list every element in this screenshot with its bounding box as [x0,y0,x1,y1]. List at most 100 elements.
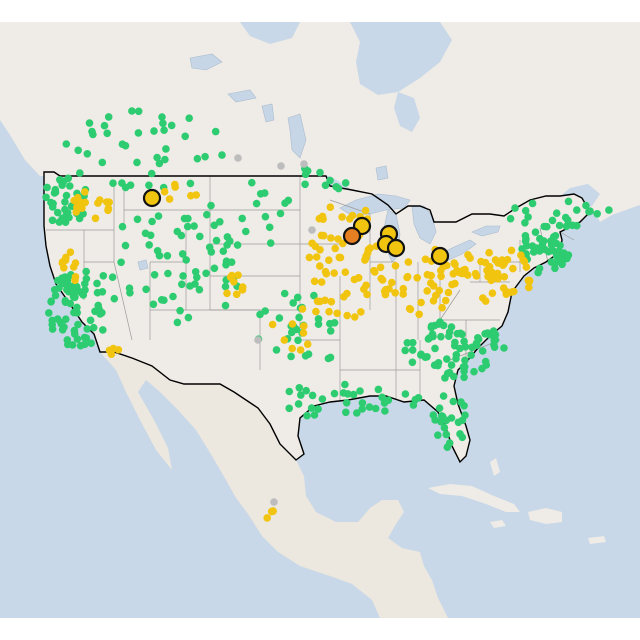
station-marker-yellow[interactable] [494,274,502,282]
station-marker-green[interactable] [238,214,246,223]
station-marker-yellow[interactable] [238,283,247,291]
station-marker-green[interactable] [582,201,590,210]
station-marker-green[interactable] [401,390,410,398]
station-marker-green[interactable] [248,178,256,187]
station-marker-green[interactable] [82,267,90,276]
station-marker-green[interactable] [342,408,350,417]
station-marker-green[interactable] [456,430,464,438]
station-marker-green[interactable] [99,272,108,280]
station-marker-yellow[interactable] [71,273,80,281]
station-marker-green[interactable] [470,367,478,376]
station-marker-green[interactable] [109,179,117,187]
station-marker-yellow[interactable] [269,507,277,515]
station-marker-green[interactable] [276,209,285,218]
station-marker-green[interactable] [56,176,65,185]
station-marker-green[interactable] [326,327,335,335]
station-marker-green[interactable] [482,361,491,369]
station-marker-green[interactable] [118,140,127,148]
station-marker-green[interactable] [308,391,317,400]
station-marker-green[interactable] [48,216,57,225]
station-marker-green[interactable] [506,214,515,223]
station-marker-yellow[interactable] [432,291,440,300]
station-marker-green[interactable] [365,403,374,411]
station-marker-green[interactable] [222,261,230,269]
station-marker-green[interactable] [117,258,125,267]
station-marker-green[interactable] [458,330,466,339]
station-marker-green[interactable] [284,196,293,205]
station-marker-green[interactable] [233,241,242,249]
station-marker-green[interactable] [428,330,437,339]
station-marker-green[interactable] [153,153,161,162]
station-marker-yellow[interactable] [223,289,231,298]
station-marker-green[interactable] [173,318,182,327]
station-marker-yellow[interactable] [357,308,365,316]
station-marker-yellow[interactable] [325,307,333,316]
station-marker-green[interactable] [332,183,341,191]
station-marker-green[interactable] [211,127,220,136]
station-marker-green[interactable] [42,193,50,202]
station-marker-green[interactable] [467,351,476,360]
station-marker-green[interactable] [134,129,143,137]
station-marker-yellow[interactable] [62,253,70,262]
station-marker-green[interactable] [556,241,564,250]
station-marker-green[interactable] [358,399,367,407]
station-marker-green[interactable] [99,326,107,334]
station-marker-yellow[interactable] [509,264,517,273]
station-marker-green[interactable] [353,409,361,417]
station-marker-green[interactable] [330,389,339,398]
station-marker-yellow[interactable] [232,290,241,299]
station-marker-yellow[interactable] [421,255,430,264]
station-marker-green[interactable] [301,180,309,189]
station-marker-green[interactable] [401,346,410,355]
station-marker-green[interactable] [154,212,163,220]
station-marker-green[interactable] [461,356,469,365]
station-marker-green[interactable] [155,251,164,260]
station-marker-yellow[interactable] [366,244,375,252]
station-marker-green[interactable] [76,169,84,177]
station-marker-green[interactable] [180,214,189,223]
station-marker-green[interactable] [435,320,443,328]
station-marker-green[interactable] [133,158,141,167]
station-marker-green[interactable] [65,282,73,291]
station-marker-yellow[interactable] [299,329,308,337]
station-marker-green[interactable] [483,329,492,337]
station-marker-green[interactable] [356,387,364,395]
station-marker-green[interactable] [285,404,294,413]
station-marker-green[interactable] [524,213,532,221]
station-marker-yellow[interactable] [343,311,352,320]
station-marker-green[interactable] [118,179,126,187]
station-marker-green[interactable] [62,191,71,200]
station-marker-green[interactable] [302,386,311,395]
station-marker-green[interactable] [74,320,82,329]
station-marker-yellow[interactable] [437,272,445,281]
station-marker-yellow[interactable] [427,271,436,280]
station-marker-green[interactable] [447,323,456,331]
station-marker-yellow[interactable] [370,266,378,275]
station-marker-yellow[interactable] [336,253,345,262]
station-marker-green[interactable] [307,404,316,412]
station-marker-green[interactable] [457,398,465,406]
station-marker-green[interactable] [304,350,313,359]
station-marker-green[interactable] [544,247,553,256]
station-marker-green[interactable] [454,418,463,427]
station-marker-green[interactable] [98,158,107,167]
station-marker-green[interactable] [358,405,367,413]
station-marker-green[interactable] [518,245,526,253]
station-marker-gray[interactable] [277,162,285,170]
station-marker-yellow[interactable] [308,239,316,248]
station-marker-green[interactable] [81,286,89,294]
station-marker-green[interactable] [162,145,170,153]
station-marker-green[interactable] [161,155,169,164]
station-marker-yellow[interactable] [165,195,174,203]
station-marker-yellow[interactable] [438,303,446,312]
station-marker-green[interactable] [207,248,216,256]
station-marker-yellow[interactable] [313,297,322,306]
station-marker-green[interactable] [48,316,56,325]
station-marker-green[interactable] [265,223,274,232]
station-marker-green[interactable] [414,394,423,402]
station-marker-green[interactable] [195,285,204,294]
station-marker-yellow[interactable] [519,256,527,264]
station-marker-green[interactable] [473,341,481,350]
station-marker-green[interactable] [126,181,135,189]
station-marker-yellow[interactable] [525,277,534,286]
